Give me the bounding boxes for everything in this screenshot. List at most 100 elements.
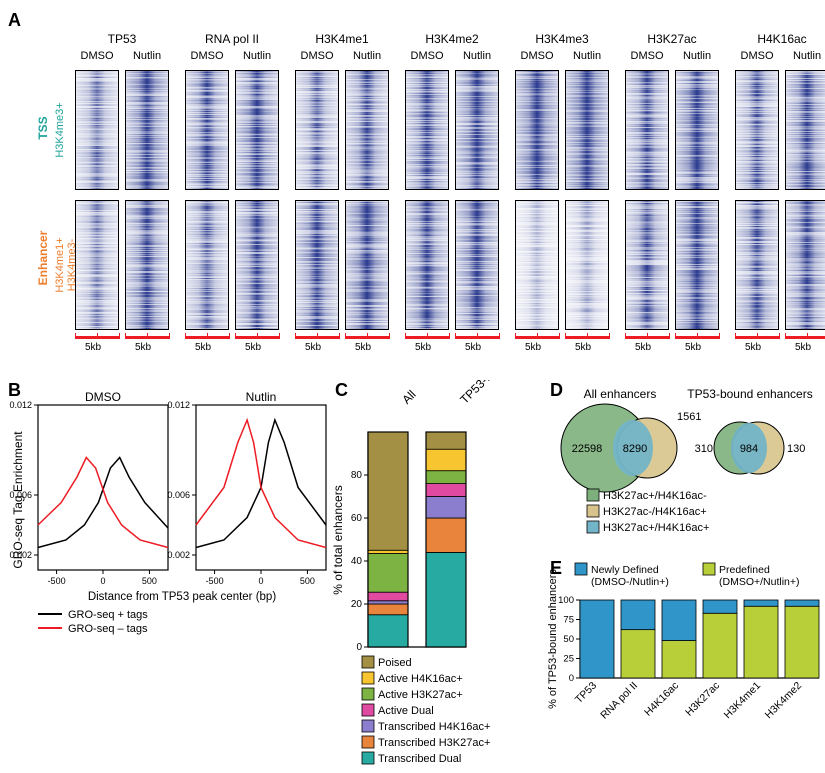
svg-text:All: All — [399, 387, 418, 406]
scale-label: 5kb — [85, 342, 101, 353]
heatmap-cell — [625, 200, 669, 330]
heatmap-cell — [455, 70, 499, 190]
scale-bar — [785, 336, 825, 339]
heatmap-cell — [345, 200, 389, 330]
svg-text:0.006: 0.006 — [167, 490, 190, 500]
svg-text:0: 0 — [569, 673, 574, 684]
hm-col-label: H3K4me2 — [405, 32, 499, 46]
heatmap-cell — [125, 70, 169, 190]
row-label-enh: Enhancer — [36, 218, 50, 298]
svg-text:40: 40 — [351, 556, 363, 567]
svg-text:H3K27ac+/H4K16ac+: H3K27ac+/H4K16ac+ — [603, 522, 709, 534]
scale-label: 5kb — [685, 342, 701, 353]
svg-text:Poised: Poised — [378, 657, 412, 669]
svg-text:Active H4K16ac+: Active H4K16ac+ — [378, 673, 463, 685]
hm-col-label: TP53 — [75, 32, 169, 46]
svg-text:0: 0 — [258, 576, 263, 586]
hm-col-label: H3K4me3 — [515, 32, 609, 46]
heatmap-cell — [785, 200, 825, 330]
heatmap-cell — [75, 70, 119, 190]
scale-label: 5kb — [415, 342, 431, 353]
heatmap-cell — [515, 200, 559, 330]
heatmap-cell — [735, 70, 779, 190]
svg-text:1561: 1561 — [677, 411, 701, 423]
svg-text:0.012: 0.012 — [9, 400, 32, 410]
scale-label: 5kb — [245, 342, 261, 353]
svg-text:310: 310 — [695, 443, 713, 455]
row-label-tss: TSS — [36, 98, 50, 158]
svg-text:130: 130 — [787, 443, 805, 455]
svg-text:DMSO: DMSO — [85, 390, 121, 404]
svg-text:500: 500 — [142, 576, 157, 586]
svg-text:Transcribed H4K16ac+: Transcribed H4K16ac+ — [378, 721, 490, 733]
svg-text:(DMSO+/Nutlin+): (DMSO+/Nutlin+) — [719, 576, 800, 588]
heatmap-cell — [735, 200, 779, 330]
panel-e-chart: Newly Defined(DMSO-/Nutlin+) Predefined(D… — [545, 558, 825, 773]
svg-text:TP53: TP53 — [573, 680, 599, 706]
hm-sub-label: Nutlin — [125, 50, 169, 62]
hm-col-label: H4K16ac — [735, 32, 825, 46]
svg-text:H3K27ac-/H4K16ac+: H3K27ac-/H4K16ac+ — [603, 506, 707, 518]
row-label-enh-sub: H3K4me1+ H3K4me3- — [54, 200, 78, 330]
hm-col-label: RNA pol II — [185, 32, 279, 46]
hm-sub-label: Nutlin — [235, 50, 279, 62]
heatmap-cell — [675, 200, 719, 330]
svg-text:60: 60 — [351, 513, 363, 524]
svg-text:0: 0 — [356, 642, 362, 653]
hm-sub-label: Nutlin — [345, 50, 389, 62]
svg-text:0: 0 — [100, 576, 105, 586]
hm-col-label: H3K4me1 — [295, 32, 389, 46]
heatmap-cell — [405, 200, 449, 330]
svg-text:50: 50 — [563, 634, 574, 645]
svg-text:0.006: 0.006 — [9, 490, 32, 500]
scale-label: 5kb — [795, 342, 811, 353]
svg-text:(DMSO-/Nutlin+): (DMSO-/Nutlin+) — [591, 576, 669, 588]
svg-text:TP53-bound: TP53-bound — [457, 380, 514, 407]
heatmap-cell — [565, 70, 609, 190]
heatmap-cell — [345, 70, 389, 190]
svg-text:Distance from TP53 peak center: Distance from TP53 peak center (bp) — [88, 591, 277, 603]
hm-sub-label: DMSO — [625, 50, 669, 62]
svg-text:984: 984 — [740, 443, 758, 455]
svg-text:Active Dual: Active Dual — [378, 705, 434, 717]
svg-text:Newly Defined: Newly Defined — [591, 564, 659, 576]
svg-text:GRO-seq + tags: GRO-seq + tags — [68, 609, 148, 621]
hm-sub-label: DMSO — [515, 50, 559, 62]
svg-text:H3K4me1: H3K4me1 — [722, 680, 764, 722]
svg-text:22598: 22598 — [572, 443, 603, 455]
heatmap-cell — [185, 200, 229, 330]
row-label-tss-sub: H3K4me3+ — [54, 75, 66, 185]
svg-text:All enhancers: All enhancers — [584, 387, 657, 401]
svg-text:0.012: 0.012 — [167, 400, 190, 410]
svg-text:% of total enhancers: % of total enhancers — [331, 485, 345, 594]
svg-text:100: 100 — [558, 595, 574, 606]
svg-text:75: 75 — [563, 615, 574, 626]
hm-sub-label: Nutlin — [565, 50, 609, 62]
svg-text:TP53-bound enhancers: TP53-bound enhancers — [687, 387, 812, 401]
svg-text:-500: -500 — [206, 576, 224, 586]
svg-text:80: 80 — [351, 470, 363, 481]
svg-text:Active H3K27ac+: Active H3K27ac+ — [378, 689, 463, 701]
svg-text:Predefined: Predefined — [719, 564, 770, 576]
svg-text:H3K4me2: H3K4me2 — [763, 680, 805, 722]
heatmap-cell — [405, 70, 449, 190]
hm-sub-label: Nutlin — [785, 50, 825, 62]
svg-text:H3K27ac: H3K27ac — [683, 680, 722, 719]
svg-text:H3K27ac+/H4K16ac-: H3K27ac+/H4K16ac- — [603, 490, 707, 502]
heatmap-cell — [515, 70, 559, 190]
hm-sub-label: DMSO — [75, 50, 119, 62]
panel-c-chart: AllTP53-bound020406080% of total enhance… — [330, 380, 550, 765]
heatmap-cell — [235, 200, 279, 330]
heatmap-cell — [675, 70, 719, 190]
svg-text:25: 25 — [563, 654, 574, 665]
figure-root: { "panelA": { "label": "A", "row_labels"… — [0, 0, 825, 773]
panel-d-venn: All enhancersTP53-bound enhancers2259882… — [545, 380, 825, 570]
heatmap-cell — [235, 70, 279, 190]
hm-sub-label: Nutlin — [455, 50, 499, 62]
hm-sub-label: DMSO — [405, 50, 449, 62]
svg-text:500: 500 — [300, 576, 315, 586]
scale-label: 5kb — [305, 342, 321, 353]
hm-sub-label: DMSO — [735, 50, 779, 62]
hm-sub-label: DMSO — [185, 50, 229, 62]
svg-text:0.002: 0.002 — [167, 550, 190, 560]
